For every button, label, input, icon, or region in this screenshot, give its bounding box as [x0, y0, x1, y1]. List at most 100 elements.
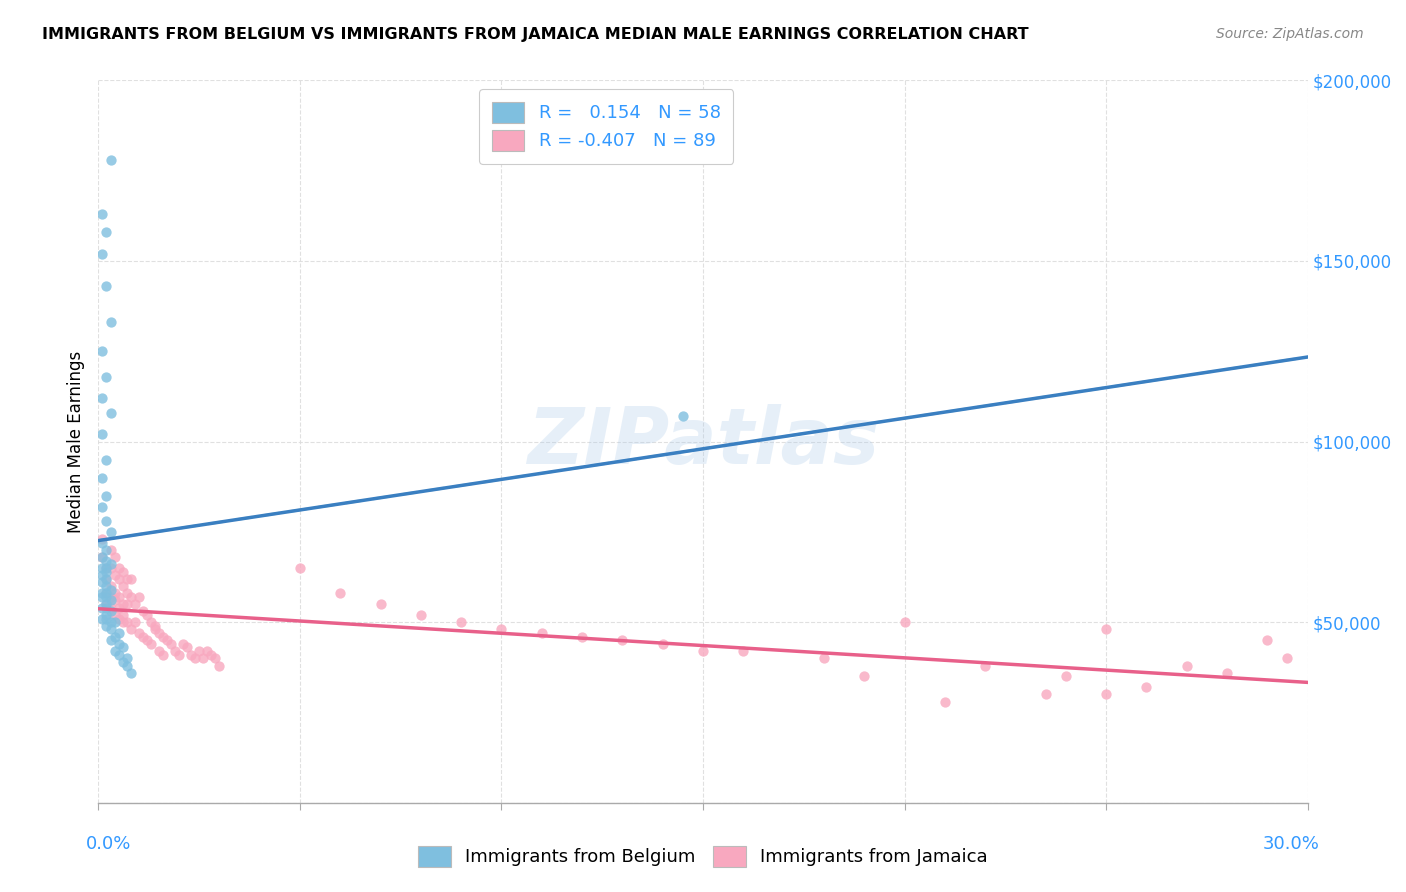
Point [1035, 687, 1057, 701]
Point [167, 648, 190, 662]
Point [115, 572, 138, 586]
Point [100, 524, 122, 539]
Point [107, 590, 129, 604]
Point [96, 597, 118, 611]
Point [91, 207, 114, 221]
Text: 30.0%: 30.0% [1263, 835, 1320, 854]
Point [103, 586, 125, 600]
Point [1095, 623, 1118, 637]
Point [96, 597, 118, 611]
Point [91, 550, 114, 565]
Point [91, 550, 114, 565]
Point [120, 572, 142, 586]
Point [111, 640, 134, 655]
Point [120, 590, 142, 604]
Point [91, 600, 114, 615]
Point [111, 579, 134, 593]
Point [111, 597, 134, 611]
Point [184, 651, 207, 665]
Point [128, 626, 150, 640]
Point [1277, 651, 1299, 665]
Point [139, 637, 162, 651]
Point [100, 582, 122, 597]
Point [733, 644, 755, 658]
Point [96, 579, 118, 593]
Point [139, 615, 162, 630]
Point [491, 623, 513, 637]
Point [651, 637, 673, 651]
Point [103, 593, 125, 607]
Text: ZIPatlas: ZIPatlas [527, 403, 879, 480]
Text: IMMIGRANTS FROM BELGIUM VS IMMIGRANTS FROM JAMAICA MEDIAN MALE EARNINGS CORRELAT: IMMIGRANTS FROM BELGIUM VS IMMIGRANTS FR… [42, 27, 1029, 42]
Point [107, 572, 129, 586]
Point [200, 648, 222, 662]
Point [163, 644, 186, 658]
Point [813, 651, 835, 665]
Point [96, 561, 118, 575]
Point [132, 630, 155, 644]
Text: Source: ZipAtlas.com: Source: ZipAtlas.com [1216, 27, 1364, 41]
Point [96, 565, 118, 579]
Point [143, 623, 166, 637]
Point [107, 611, 129, 625]
Point [115, 586, 138, 600]
Point [204, 651, 226, 665]
Point [115, 658, 138, 673]
Point [672, 409, 695, 424]
Point [96, 572, 118, 586]
Point [91, 561, 114, 575]
Point [148, 626, 170, 640]
Point [160, 637, 183, 651]
Point [100, 315, 122, 329]
Point [91, 535, 114, 549]
Point [176, 640, 198, 655]
Point [188, 644, 211, 658]
Point [100, 604, 122, 618]
Point [96, 514, 118, 528]
Point [152, 630, 174, 644]
Point [143, 619, 166, 633]
Point [96, 225, 118, 239]
Point [100, 406, 122, 420]
Point [100, 558, 122, 572]
Point [135, 633, 157, 648]
Point [180, 648, 202, 662]
Point [91, 568, 114, 582]
Point [111, 565, 134, 579]
Point [111, 615, 134, 630]
Point [96, 590, 118, 604]
Point [100, 542, 122, 557]
Point [1054, 669, 1077, 683]
Point [96, 611, 118, 625]
Point [107, 600, 129, 615]
Point [135, 607, 157, 622]
Point [152, 648, 174, 662]
Point [96, 607, 118, 622]
Point [193, 651, 215, 665]
Point [96, 619, 118, 633]
Point [100, 615, 122, 630]
Point [111, 607, 134, 622]
Y-axis label: Median Male Earnings: Median Male Earnings [66, 351, 84, 533]
Point [934, 695, 956, 709]
Point [100, 593, 122, 607]
Point [96, 561, 118, 575]
Point [530, 626, 553, 640]
Point [208, 658, 231, 673]
Point [96, 369, 118, 384]
Point [96, 554, 118, 568]
Point [124, 597, 146, 611]
Point [96, 600, 118, 615]
Point [120, 665, 142, 680]
Point [107, 648, 129, 662]
Text: 0.0%: 0.0% [86, 835, 132, 854]
Point [96, 572, 118, 586]
Point [100, 600, 122, 615]
Point [450, 615, 472, 630]
Point [103, 568, 125, 582]
Point [91, 427, 114, 442]
Point [91, 246, 114, 260]
Point [91, 500, 114, 514]
Point [409, 607, 432, 622]
Point [853, 669, 876, 683]
